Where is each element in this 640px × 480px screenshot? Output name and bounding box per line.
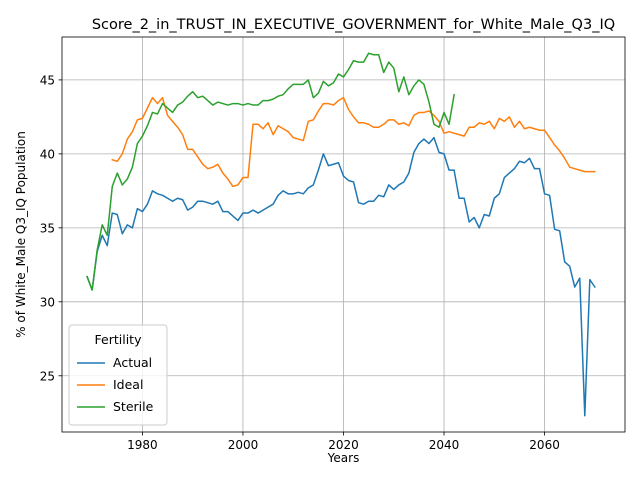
- series-lines: [86, 52, 596, 417]
- x-tick-label: 2020: [328, 438, 359, 452]
- series-line-sterile: [86, 52, 455, 291]
- y-axis-label: % of White_Male Q3_IQ Population: [14, 131, 28, 338]
- y-tick-label: 25: [40, 369, 55, 383]
- series-line-actual: [86, 136, 596, 417]
- chart-title: Score_2_in_TRUST_IN_EXECUTIVE_GOVERNMENT…: [92, 17, 615, 33]
- x-tick-label: 2060: [529, 438, 560, 452]
- y-tick-label: 35: [40, 221, 55, 235]
- legend-items: Actual Ideal Sterile: [77, 355, 154, 414]
- legend-title: Fertility: [95, 332, 143, 347]
- x-axis-label: Years: [327, 451, 360, 465]
- legend-label-ideal: Ideal: [113, 377, 143, 392]
- y-tick-label: 40: [40, 147, 55, 161]
- legend-label-actual: Actual: [113, 355, 152, 370]
- legend-label-sterile: Sterile: [113, 399, 154, 414]
- legend: Fertility Actual Ideal Sterile: [68, 324, 168, 426]
- y-tick-label: 45: [40, 73, 55, 87]
- y-tick-label: 30: [40, 295, 55, 309]
- legend-box: [68, 324, 168, 426]
- x-tick-label: 1980: [127, 438, 158, 452]
- x-tick-label: 2000: [228, 438, 259, 452]
- series-line-ideal: [111, 96, 596, 188]
- axis-ticks: 1980 2000 2020 2040 2060 25 30 35 40 45: [40, 73, 560, 452]
- x-tick-label: 2040: [429, 438, 460, 452]
